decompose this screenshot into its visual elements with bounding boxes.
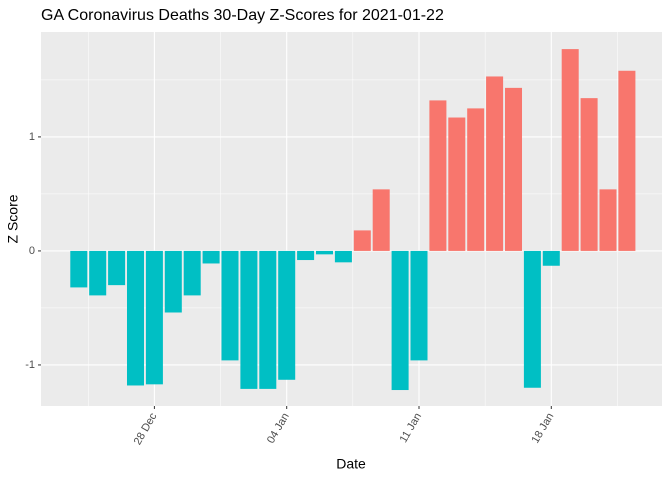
bar [126, 250, 145, 386]
panel [41, 32, 662, 406]
bar [486, 76, 504, 251]
bar [523, 250, 541, 388]
bar [240, 250, 258, 389]
bar [353, 230, 371, 251]
bar [467, 108, 485, 251]
bar [145, 250, 163, 385]
bar [504, 87, 523, 251]
bar [372, 189, 390, 251]
bar [315, 250, 334, 255]
bar [580, 98, 598, 251]
bar [164, 250, 182, 313]
y-axis-label: Z Score [5, 194, 21, 243]
bar [259, 250, 277, 389]
bar [70, 250, 88, 288]
x-tick-label: 18 Jan [530, 411, 557, 446]
y-tick-label: 1 [29, 131, 35, 143]
y-tick-label: 0 [29, 245, 35, 257]
bar [448, 117, 466, 251]
x-axis-label: Date [336, 456, 366, 472]
y-tick-label: -1 [25, 359, 35, 371]
chart-title: GA Coronavirus Deaths 30-Day Z-Scores fo… [41, 7, 444, 24]
bar [391, 250, 409, 391]
x-tick-label: 04 Jan [265, 411, 292, 446]
bar [297, 250, 315, 261]
bar [202, 250, 220, 264]
bar [183, 250, 201, 296]
bar [561, 49, 579, 251]
bar [410, 250, 428, 361]
bar [89, 250, 107, 296]
x-tick-label: 11 Jan [398, 411, 425, 445]
bar [278, 250, 296, 380]
bar [221, 250, 239, 361]
bar [618, 70, 636, 251]
bar [542, 250, 560, 266]
bar [334, 250, 352, 263]
x-tick-label: 28 Dec [132, 411, 160, 448]
bar [429, 100, 447, 251]
bar [599, 189, 617, 251]
bar [108, 250, 126, 286]
